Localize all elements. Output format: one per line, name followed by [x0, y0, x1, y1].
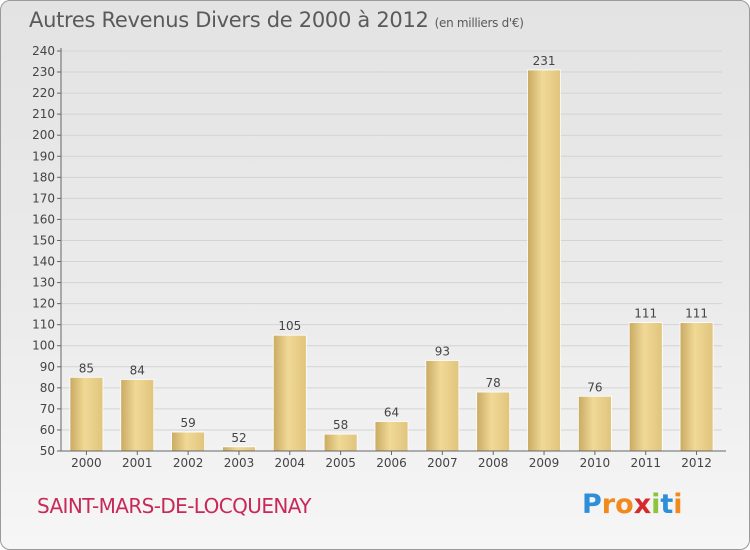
x-tick-label: 2007 — [427, 456, 458, 470]
y-tick-label: 210 — [32, 107, 55, 121]
y-tick-label: 50 — [40, 444, 55, 458]
chart-title: Autres Revenus Divers de 2000 à 2012 (en … — [29, 8, 524, 32]
axis-layer — [57, 48, 726, 455]
bar-2000 — [69, 376, 104, 452]
bar-2010 — [577, 395, 612, 452]
grid-layer — [61, 50, 722, 431]
y-tick-label: 120 — [32, 297, 55, 311]
bar-value-label: 59 — [180, 416, 195, 430]
y-tick-label: 220 — [32, 86, 55, 100]
x-tick-label: 2011 — [630, 456, 661, 470]
bar-value-label: 85 — [79, 361, 94, 375]
logo-letter: r — [601, 489, 616, 520]
bar-value-label: 231 — [533, 54, 556, 68]
y-tick-label: 240 — [32, 44, 55, 58]
y-tick-label: 60 — [40, 423, 55, 437]
bar-2009 — [527, 69, 561, 452]
y-tick-label: 180 — [32, 170, 55, 184]
commune-name: SAINT-MARS-DE-LOCQUENAY — [37, 494, 311, 518]
y-tick-label: 70 — [40, 402, 55, 416]
y-tick-label: 100 — [32, 339, 55, 353]
logo-letter: P — [582, 489, 602, 520]
logo-letter: i — [673, 489, 683, 520]
y-tick-label: 110 — [32, 318, 55, 332]
bar-2008 — [476, 391, 511, 452]
bar-value-label: 64 — [384, 406, 399, 420]
x-tick-label: 2003 — [224, 456, 255, 470]
label-layer: 50 60 70 80 90 100 110 120 130 140 150 160 170 180 190… — [32, 44, 712, 470]
bar-2007 — [425, 360, 460, 452]
bar-value-label: 58 — [333, 418, 348, 432]
x-tick-label: 2012 — [681, 456, 712, 470]
y-tick-label: 200 — [32, 128, 55, 142]
bar-value-label: 84 — [130, 363, 145, 377]
logo-letter: o — [615, 489, 634, 520]
bar-2004 — [272, 334, 307, 452]
y-tick-label: 80 — [40, 381, 55, 395]
bar-value-label: 76 — [587, 380, 602, 394]
y-tick-label: 90 — [40, 360, 55, 374]
bar-2006 — [374, 421, 409, 452]
bar-value-label: 52 — [231, 431, 246, 445]
bar-value-label: 111 — [634, 307, 657, 321]
proxiti-logo[interactable]: Proxiti — [582, 489, 683, 520]
logo-letter: x — [633, 489, 652, 520]
bar-layer — [69, 69, 714, 452]
x-tick-label: 2001 — [122, 456, 153, 470]
y-tick-label: 140 — [32, 255, 55, 269]
logo-letter: i — [651, 489, 661, 520]
chart-unit-label: (en milliers d'€) — [434, 16, 524, 30]
y-tick-label: 230 — [32, 65, 55, 79]
x-tick-label: 2008 — [478, 456, 509, 470]
logo-letter: t — [660, 489, 674, 520]
y-tick-label: 170 — [32, 191, 55, 205]
bar-value-label: 111 — [685, 307, 708, 321]
x-tick-label: 2002 — [173, 456, 204, 470]
x-tick-label: 2006 — [376, 456, 407, 470]
bar-value-label: 105 — [278, 319, 301, 333]
bar-2005 — [323, 433, 358, 452]
bar-2011 — [628, 322, 663, 452]
bar-2002 — [171, 431, 206, 452]
chart-title-text: Autres Revenus Divers de 2000 à 2012 — [29, 8, 429, 32]
bar-2001 — [120, 379, 155, 452]
y-tick-label: 160 — [32, 212, 55, 226]
bar-2012 — [679, 322, 714, 452]
y-tick-label: 130 — [32, 276, 55, 290]
x-tick-label: 2004 — [275, 456, 306, 470]
bar-value-label: 78 — [486, 376, 501, 390]
bar-2003 — [222, 446, 256, 452]
x-tick-label: 2009 — [529, 456, 560, 470]
x-tick-label: 2010 — [580, 456, 611, 470]
x-tick-label: 2005 — [325, 456, 356, 470]
bar-value-label: 93 — [435, 344, 450, 358]
x-tick-label: 2000 — [71, 456, 102, 470]
y-tick-label: 190 — [32, 149, 55, 163]
y-tick-label: 150 — [32, 233, 55, 247]
